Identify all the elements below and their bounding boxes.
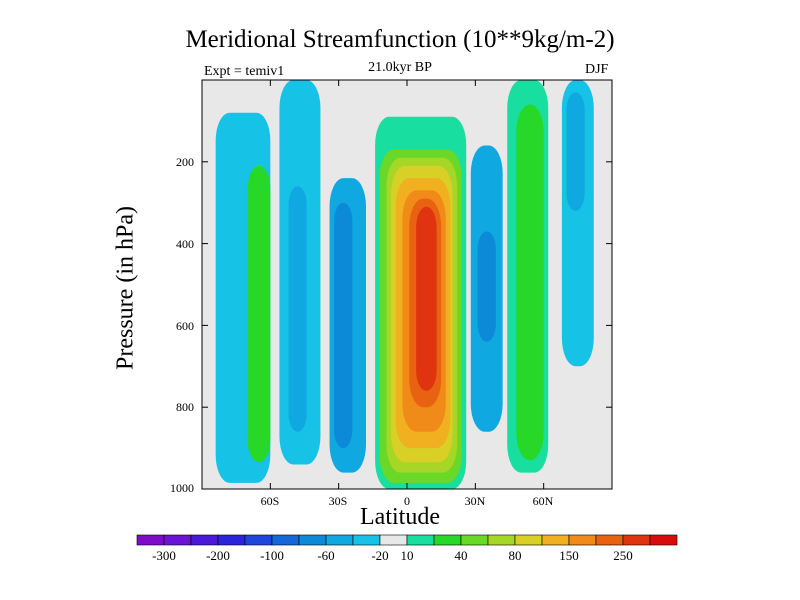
colorbar-swatch xyxy=(325,534,354,546)
contour-region xyxy=(247,165,271,463)
colorbar-swatch xyxy=(298,534,327,546)
contour-region xyxy=(477,231,496,342)
colorbar-tick-label: 250 xyxy=(613,548,633,563)
colorbar-tick-label: 10 xyxy=(400,548,414,563)
colorbar-tick-label: -100 xyxy=(260,548,284,563)
x-tick-label: 60N xyxy=(532,494,554,508)
colorbar-swatch xyxy=(460,534,489,546)
colorbar-swatch xyxy=(622,534,651,546)
x-tick-label: 30N xyxy=(464,494,486,508)
colorbar-tick-label: -20 xyxy=(371,548,389,563)
colorbar-tick-label: -60 xyxy=(317,548,335,563)
colorbar-swatch xyxy=(379,534,408,546)
contour-region xyxy=(288,186,307,432)
season-label: DJF xyxy=(585,62,609,77)
colorbar-swatch xyxy=(136,534,165,546)
colorbar-tick-label: 40 xyxy=(454,548,468,563)
colorbar-swatch xyxy=(568,534,597,546)
contour-region xyxy=(416,206,437,391)
colorbar-swatch xyxy=(244,534,273,546)
contour-region xyxy=(516,104,544,461)
experiment-label: Expt = temiv1 xyxy=(204,64,285,79)
colorbar-tick-label: -200 xyxy=(206,548,230,563)
colorbar-swatch xyxy=(595,534,624,546)
x-tick-label: 60S xyxy=(260,494,280,508)
colorbar-swatch xyxy=(217,534,246,546)
colorbar-swatch xyxy=(190,534,219,546)
colorbar-swatch xyxy=(352,534,381,546)
x-tick-label: 0 xyxy=(404,494,410,508)
x-axis-label: Latitude xyxy=(360,504,440,530)
y-tick-label: 1000 xyxy=(170,481,194,495)
colorbar-tick-label: -300 xyxy=(152,548,176,563)
y-tick-label: 800 xyxy=(176,400,194,414)
y-tick-label: 600 xyxy=(176,319,194,333)
contour-layer xyxy=(215,80,594,489)
x-tick-label: 30S xyxy=(328,494,348,508)
colorbar-swatch xyxy=(271,534,300,546)
colorbar-swatch xyxy=(649,534,678,546)
colorbar-swatch xyxy=(406,534,435,546)
y-tick-label: 400 xyxy=(176,237,194,251)
contour-region xyxy=(566,92,585,211)
colorbar-swatch xyxy=(433,534,462,546)
y-tick-label: 200 xyxy=(176,155,194,169)
colorbar-tick-label: 150 xyxy=(559,548,579,563)
colorbar-swatch xyxy=(514,534,543,546)
y-axis-label: Pressure (in hPa) xyxy=(112,206,139,370)
colorbar-tick-label: 80 xyxy=(508,548,522,563)
colorbar-swatch xyxy=(541,534,570,546)
colorbar-swatch xyxy=(487,534,516,546)
colorbar-swatch xyxy=(163,534,192,546)
chart-title: Meridional Streamfunction (10**9kg/m-2) xyxy=(185,26,615,53)
chart-subtitle: 21.0kyr BP xyxy=(368,60,432,75)
contour-region xyxy=(334,202,353,449)
